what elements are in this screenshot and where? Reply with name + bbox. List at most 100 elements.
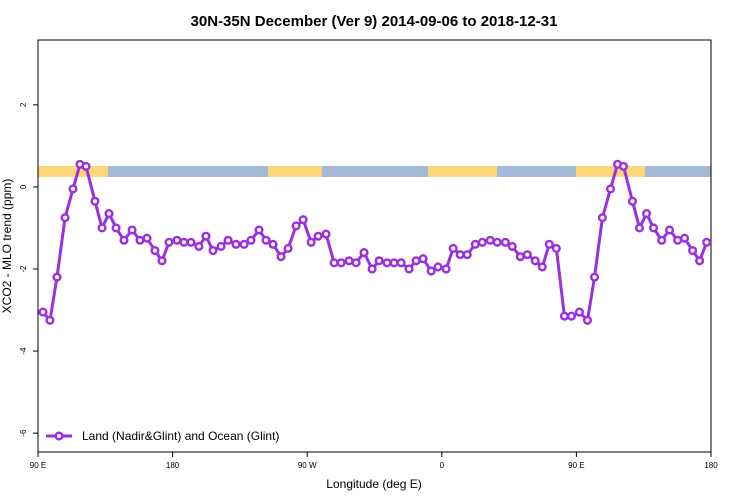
- point: [276, 252, 286, 262]
- point: [52, 272, 62, 282]
- point: [515, 252, 525, 262]
- point: [172, 235, 182, 245]
- x-tick-label: 90 E: [568, 461, 584, 470]
- legend-label: Land (Nadir&Glint) and Ocean (Glint): [82, 429, 279, 443]
- y-tick-label: -2: [19, 265, 28, 273]
- point: [283, 243, 293, 254]
- point: [396, 258, 406, 268]
- point: [492, 237, 502, 247]
- point: [306, 237, 316, 247]
- point: [336, 258, 346, 268]
- point: [344, 256, 354, 266]
- point: [522, 250, 532, 260]
- legend-marker: [54, 431, 64, 441]
- point: [634, 223, 645, 233]
- point: [507, 241, 517, 251]
- point: [544, 239, 554, 249]
- point: [150, 245, 160, 256]
- point: [216, 241, 226, 251]
- x-tick-label: 0: [440, 461, 445, 470]
- point: [382, 258, 392, 268]
- y-tick-label: -4: [19, 347, 28, 355]
- point: [477, 237, 487, 247]
- point: [97, 223, 107, 233]
- point: [641, 209, 652, 219]
- y-tick-label: -6: [19, 429, 28, 437]
- point: [618, 161, 629, 171]
- point: [649, 223, 659, 233]
- point: [321, 229, 331, 239]
- point: [239, 239, 249, 249]
- point: [566, 311, 577, 321]
- point: [201, 231, 211, 241]
- point: [418, 254, 428, 264]
- point: [127, 225, 137, 235]
- point: [470, 239, 480, 249]
- point: [186, 237, 196, 247]
- point: [389, 258, 399, 268]
- point: [537, 262, 547, 272]
- point: [367, 264, 377, 274]
- point: [589, 272, 600, 282]
- point: [164, 237, 174, 247]
- y-tick-label: 0: [19, 184, 28, 189]
- point: [574, 307, 584, 317]
- point: [679, 233, 690, 243]
- point: [38, 307, 48, 317]
- point: [329, 258, 339, 268]
- point: [404, 264, 414, 274]
- x-tick-label: 180: [704, 461, 718, 470]
- point: [485, 235, 495, 245]
- point: [441, 264, 451, 274]
- point: [359, 248, 369, 258]
- point: [223, 235, 233, 245]
- point: [60, 213, 70, 223]
- point: [90, 196, 100, 206]
- land-ocean-band: [38, 166, 711, 177]
- point: [313, 231, 323, 241]
- point: [673, 235, 683, 245]
- point: [135, 235, 145, 245]
- point: [665, 225, 675, 235]
- point: [597, 213, 607, 223]
- point: [179, 237, 189, 247]
- point: [81, 161, 91, 171]
- point: [500, 237, 510, 247]
- point: [582, 315, 593, 325]
- point: [448, 243, 458, 254]
- point: [462, 250, 472, 260]
- point: [119, 235, 129, 245]
- point: [298, 215, 308, 225]
- point: [695, 256, 705, 266]
- point: [68, 184, 78, 194]
- point: [455, 250, 465, 260]
- point: [657, 235, 667, 245]
- point: [157, 256, 167, 266]
- point: [142, 233, 152, 243]
- point: [702, 237, 712, 247]
- point: [231, 239, 241, 249]
- point: [374, 256, 384, 266]
- x-tick-label: 180: [166, 461, 180, 470]
- point: [45, 315, 55, 325]
- point: [688, 245, 698, 256]
- point: [246, 235, 256, 245]
- x-tick-label: 90 W: [298, 461, 317, 470]
- point: [208, 245, 218, 256]
- point: [551, 243, 561, 254]
- point: [605, 184, 616, 194]
- point: [411, 256, 421, 266]
- point: [111, 223, 121, 233]
- point: [351, 258, 361, 268]
- point: [291, 221, 301, 231]
- y-axis-label: XCO2 - MLO trend (ppm): [0, 179, 14, 314]
- point: [530, 256, 540, 266]
- chart-title: 30N-35N December (Ver 9) 2014-09-06 to 2…: [191, 13, 558, 30]
- point: [627, 196, 638, 206]
- point: [261, 235, 271, 245]
- point: [268, 239, 278, 249]
- plot-frame: [37, 39, 712, 453]
- point: [433, 262, 443, 272]
- point: [426, 266, 436, 276]
